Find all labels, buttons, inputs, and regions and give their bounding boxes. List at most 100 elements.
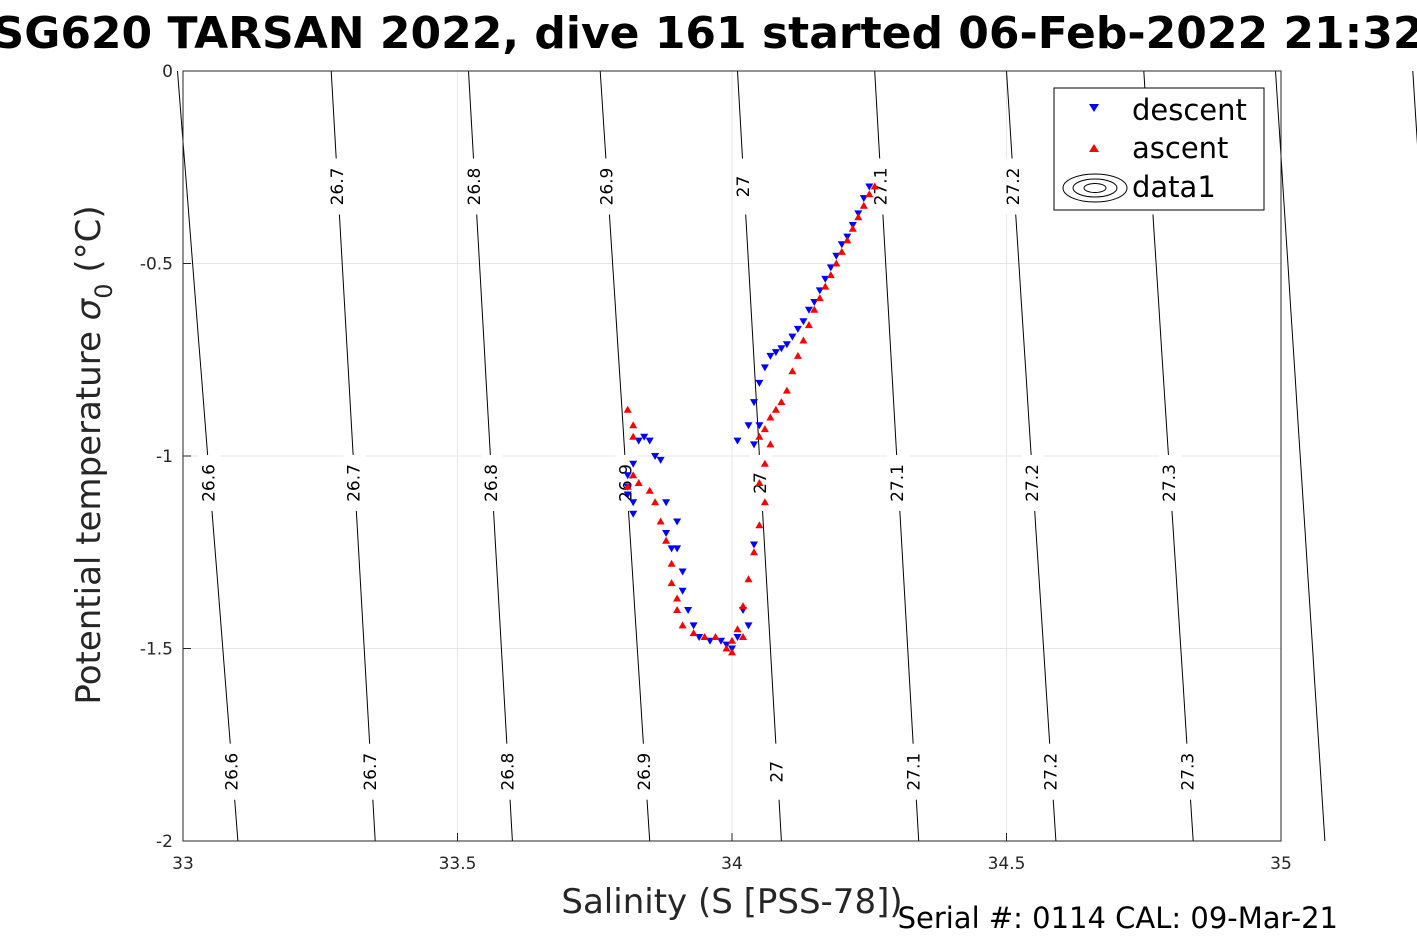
descent-point xyxy=(750,441,758,449)
ascent-point xyxy=(645,486,654,494)
ascent-point xyxy=(766,440,775,448)
descent-point xyxy=(755,379,764,387)
ascent-point xyxy=(662,536,671,544)
ascent-point xyxy=(760,459,769,467)
ascent-point xyxy=(755,521,764,529)
ascent-point xyxy=(854,213,863,221)
ascent-point xyxy=(651,498,660,506)
y-tick-label: -0.5 xyxy=(140,255,173,275)
descent-point xyxy=(733,634,742,641)
descent-point xyxy=(656,456,665,464)
y-axis-label-unit: (°C) xyxy=(69,205,109,283)
contour-label: 27 xyxy=(734,176,754,198)
contour-label: 26.7 xyxy=(345,464,365,502)
descent-point xyxy=(733,437,742,445)
contour-label: 27.2 xyxy=(1004,168,1024,206)
legend-ascent-label: ascent xyxy=(1132,131,1228,165)
ascent-point xyxy=(799,336,808,344)
contour-label: 27.2 xyxy=(1023,464,1043,502)
descent-point xyxy=(629,510,638,518)
descent-point xyxy=(782,341,791,349)
ascent-point xyxy=(804,321,813,329)
descent-point xyxy=(689,622,698,630)
ascent-point xyxy=(656,517,665,525)
x-axis-label: Salinity (S [PSS-78]) xyxy=(561,882,902,922)
contour-icon xyxy=(1062,173,1128,203)
ascent-point xyxy=(859,201,868,209)
contour-label-bg xyxy=(1040,743,1063,800)
ascent-point xyxy=(870,182,879,190)
descent-point xyxy=(629,460,638,468)
y-axis-label-main: Potential temperature xyxy=(69,320,109,704)
ascent-point xyxy=(826,271,835,279)
contour-label-bg xyxy=(480,454,503,511)
contour-label: 26.9 xyxy=(617,464,637,502)
descent-point xyxy=(750,399,758,407)
ascent-point xyxy=(629,471,638,479)
ascent-point xyxy=(689,629,698,637)
ascent-point xyxy=(678,621,687,629)
contour-label-bg xyxy=(221,743,244,800)
y-axis-label-subscript: 0 xyxy=(90,283,118,298)
contour-label: 26.6 xyxy=(200,464,220,502)
contour-label-bg xyxy=(615,454,638,511)
ascent-point xyxy=(629,421,638,429)
ascent-point xyxy=(623,405,632,413)
data-series xyxy=(623,182,879,656)
ascent-point xyxy=(722,644,731,652)
descent-point xyxy=(760,364,769,372)
legend-descent-label: descent xyxy=(1132,93,1247,127)
ascent-point xyxy=(667,559,676,567)
descent-point xyxy=(673,545,682,553)
descent-point xyxy=(684,607,693,614)
contour-label: 26.7 xyxy=(328,168,348,206)
descent-point xyxy=(645,437,654,445)
descent-point xyxy=(629,499,638,507)
ascent-point xyxy=(728,636,736,644)
serial-footnote: Serial #: 0114 CAL: 09-Mar-21 xyxy=(898,901,1338,935)
legend-box xyxy=(1053,87,1265,211)
contour-label-bg xyxy=(360,743,383,800)
descent-point xyxy=(766,352,775,360)
descent-point xyxy=(804,306,813,314)
ascent-point xyxy=(821,282,830,290)
ascent-point xyxy=(766,413,775,421)
ascent-point xyxy=(815,294,824,302)
ascent-point xyxy=(848,224,857,232)
contour-label-bg xyxy=(326,158,349,215)
y-axis-ticks: 0 -0.5 -1 -1.5 -2 xyxy=(140,62,191,852)
contour-line xyxy=(1412,70,1417,145)
y-axis-label: Potential temperature σ0 (°C) xyxy=(69,205,118,704)
descent-point xyxy=(799,318,808,326)
descent-point xyxy=(750,541,758,549)
contour-label-bg xyxy=(1002,158,1025,215)
descent-point xyxy=(673,518,682,526)
ascent-point xyxy=(777,398,786,406)
ascent-point xyxy=(788,367,797,375)
contour-label: 26.9 xyxy=(635,753,655,791)
contour-line xyxy=(1275,70,1326,842)
ascent-point xyxy=(793,351,802,359)
ascent-point xyxy=(739,633,747,640)
contour-label-bg xyxy=(903,743,926,800)
ascent-series xyxy=(623,182,879,656)
x-axis-ticks: 33 33.5 34 34.5 35 xyxy=(172,833,1292,874)
ascent-point xyxy=(750,548,758,556)
contour-label-bg xyxy=(497,743,520,800)
ascent-point xyxy=(771,405,780,413)
ascent-point xyxy=(843,236,852,244)
contour-label: 26.8 xyxy=(465,168,485,206)
ascent-point xyxy=(673,594,682,602)
descent-point xyxy=(777,345,786,353)
contour-label-bg xyxy=(198,454,221,511)
ascent-point xyxy=(711,633,720,640)
y-axis-label-symbol: σ xyxy=(69,297,109,320)
descent-point xyxy=(651,453,660,460)
y-tick-label: 0 xyxy=(162,62,173,82)
contour-label: 26.6 xyxy=(223,753,243,791)
descent-point xyxy=(744,622,753,630)
ascent-point xyxy=(810,305,819,313)
y-tick-label: -1.5 xyxy=(140,640,173,660)
ascent-point xyxy=(629,432,638,440)
